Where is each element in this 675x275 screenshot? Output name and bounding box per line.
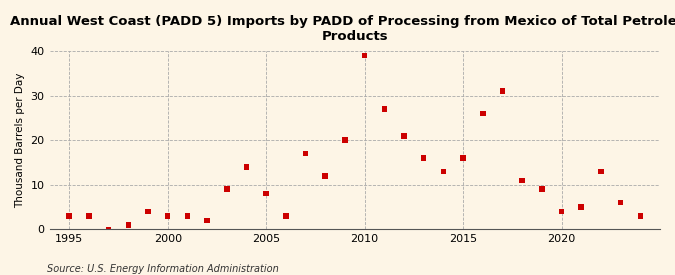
Point xyxy=(418,156,429,160)
Point xyxy=(497,89,508,94)
Point xyxy=(576,205,587,209)
Point xyxy=(182,214,193,218)
Point xyxy=(261,191,271,196)
Point xyxy=(438,169,449,174)
Point xyxy=(300,152,311,156)
Point xyxy=(241,165,252,169)
Point xyxy=(320,174,331,178)
Point xyxy=(142,209,153,214)
Point xyxy=(399,134,410,138)
Text: Source: U.S. Energy Information Administration: Source: U.S. Energy Information Administ… xyxy=(47,264,279,274)
Point xyxy=(162,214,173,218)
Point xyxy=(635,214,646,218)
Point xyxy=(221,187,232,191)
Point xyxy=(202,218,213,223)
Point xyxy=(103,227,114,232)
Point xyxy=(64,214,75,218)
Point xyxy=(84,214,95,218)
Title: Annual West Coast (PADD 5) Imports by PADD of Processing from Mexico of Total Pe: Annual West Coast (PADD 5) Imports by PA… xyxy=(9,15,675,43)
Point xyxy=(359,53,370,58)
Point xyxy=(615,200,626,205)
Point xyxy=(517,178,528,183)
Point xyxy=(340,138,350,142)
Point xyxy=(556,209,567,214)
Point xyxy=(458,156,468,160)
Point xyxy=(595,169,606,174)
Point xyxy=(477,111,488,116)
Point xyxy=(280,214,291,218)
Point xyxy=(379,107,389,111)
Point xyxy=(537,187,547,191)
Point xyxy=(123,223,134,227)
Y-axis label: Thousand Barrels per Day: Thousand Barrels per Day xyxy=(15,73,25,208)
